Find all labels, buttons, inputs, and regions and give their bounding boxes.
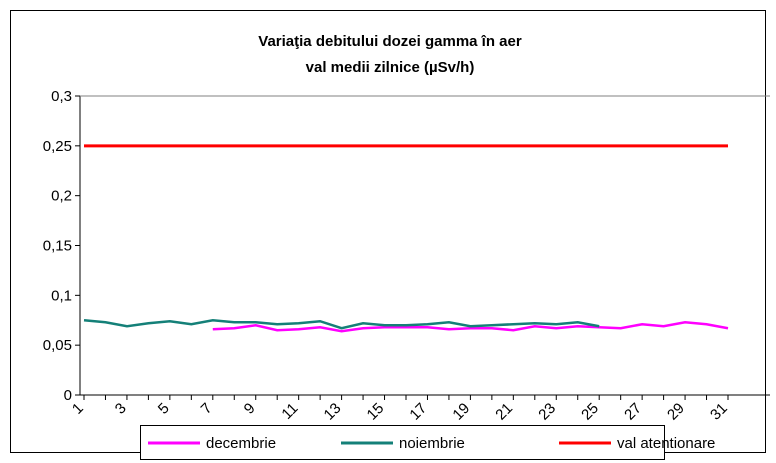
chart-subtitle: val medii zilnice (µSv/h) — [306, 59, 475, 76]
chart-frame — [10, 10, 766, 453]
y-tick-label: 0,15 — [43, 238, 72, 255]
y-tick-label: 0,3 — [51, 88, 72, 105]
legend-label: noiembrie — [399, 435, 465, 452]
y-tick-label: 0,05 — [43, 337, 72, 354]
series-line — [83, 318, 600, 330]
legend-label: decembrie — [206, 435, 276, 452]
y-tick-label: 0,1 — [51, 287, 72, 304]
legend-label: val atentionare — [617, 435, 715, 452]
series-line — [212, 320, 729, 333]
y-tick-label: 0 — [64, 387, 72, 404]
y-tick-label: 0,25 — [43, 138, 72, 155]
chart-title: Variaţia debitului dozei gamma în aer — [258, 33, 522, 50]
y-tick-label: 0,2 — [51, 188, 72, 205]
